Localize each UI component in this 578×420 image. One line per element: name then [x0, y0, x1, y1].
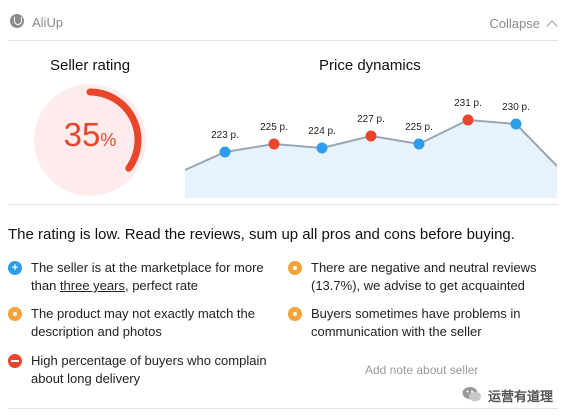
- price-label: 225 р.: [260, 122, 288, 133]
- three-years-link[interactable]: three years: [59, 278, 125, 293]
- rating-unit: %: [100, 130, 117, 150]
- dot-icon: [288, 261, 302, 275]
- price-points: 223 р. 225 р. 224 р. 227 р. 225 р. 231 р. 230 …: [211, 98, 530, 158]
- collapse-label: Collapse: [489, 16, 540, 31]
- price-point: [462, 114, 474, 126]
- price-label: 224 р.: [308, 126, 336, 137]
- note-text-part: The seller is at the marketplace for mor…: [31, 260, 264, 293]
- minus-icon: [8, 354, 22, 368]
- price-label: 230 р.: [502, 102, 530, 113]
- note-text: Buyers sometimes have problems in commun…: [311, 306, 521, 339]
- price-label: 231 р.: [454, 98, 482, 109]
- price-point: [413, 138, 425, 150]
- note-text: The product may not exactly match the de…: [31, 306, 255, 339]
- wechat-icon: [462, 387, 481, 402]
- gauge-arc: [86, 88, 142, 172]
- dot-icon: [288, 307, 302, 321]
- dot-icon: [8, 307, 22, 321]
- note-text: The seller is at the marketplace for mor…: [31, 259, 273, 295]
- seller-rating-title: Seller rating: [50, 57, 131, 74]
- price-area: [185, 120, 557, 198]
- rating-number: 35: [63, 116, 101, 153]
- app-header: AliUp Collapse: [8, 8, 558, 41]
- price-dynamics-title: Price dynamics: [319, 57, 421, 74]
- plus-icon: +: [8, 261, 22, 275]
- warning-note-communication: Buyers sometimes have problems in commun…: [288, 305, 543, 341]
- pro-note-seller-age: + The seller is at the marketplace for m…: [8, 259, 273, 295]
- gauge-background: [34, 84, 146, 196]
- seller-rating-gauge: [34, 84, 146, 196]
- price-point: [365, 130, 377, 142]
- price-dynamics-chart: 223 р. 225 р. 224 р. 227 р. 225 р. 231 р. 230 …: [185, 98, 557, 198]
- con-note-delivery: High percentage of buyers who complain a…: [8, 352, 273, 388]
- price-label: 227 р.: [357, 114, 385, 125]
- divider: [8, 204, 558, 205]
- price-label: 223 р.: [211, 130, 239, 141]
- divider: [8, 408, 558, 409]
- price-point: [219, 146, 231, 158]
- warning-note-description: The product may not exactly match the de…: [8, 305, 273, 341]
- rating-summary: The rating is low. Read the reviews, sum…: [8, 226, 515, 243]
- price-point: [510, 118, 522, 130]
- chevron-up-icon: [546, 20, 558, 32]
- price-point: [316, 142, 328, 154]
- app-name: AliUp: [32, 15, 64, 30]
- aliup-logo-icon: [10, 14, 24, 28]
- seller-rating-value: 35%: [34, 116, 146, 154]
- watermark: 运营有道理: [462, 385, 558, 405]
- add-note-link[interactable]: Add note about seller: [365, 363, 479, 377]
- note-text: There are negative and neutral reviews (…: [311, 260, 537, 293]
- note-text-part: , perfect rate: [124, 278, 198, 293]
- watermark-text: 运营有道理: [488, 389, 554, 404]
- price-label: 225 р.: [405, 122, 433, 133]
- price-point: [268, 138, 280, 150]
- warning-note-reviews: There are negative and neutral reviews (…: [288, 259, 543, 295]
- collapse-button[interactable]: Collapse: [489, 16, 558, 32]
- note-text: High percentage of buyers who complain a…: [31, 353, 267, 386]
